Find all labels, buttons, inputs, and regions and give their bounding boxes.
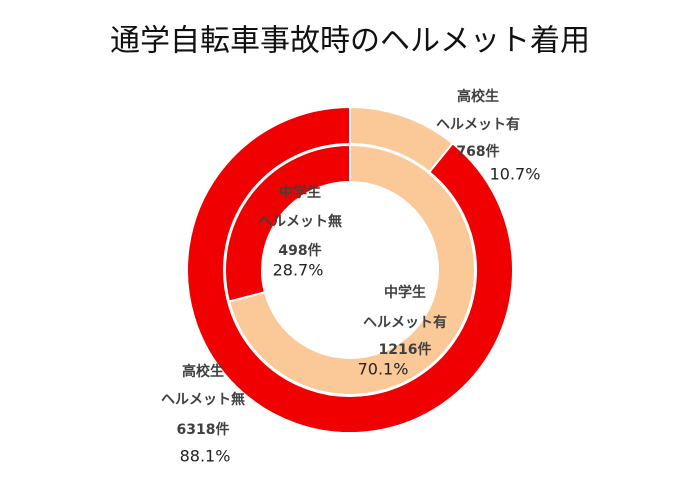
donut-slice xyxy=(224,143,351,303)
slice-group: 中学生 xyxy=(279,184,321,201)
slice-count: 498件 xyxy=(278,242,321,259)
slice-count: 768件 xyxy=(456,143,499,160)
slice-category: ヘルメット無 xyxy=(258,213,342,230)
slice-category: ヘルメット無 xyxy=(161,391,245,408)
slice-group: 高校生 xyxy=(182,363,224,380)
slice-count: 1216件 xyxy=(379,341,432,358)
donut-slice xyxy=(227,143,476,396)
slice-share: 70.1% xyxy=(358,360,409,379)
slice-category: ヘルメット有 xyxy=(436,116,520,133)
chart-title: 通学自転車事故時のヘルメット着用 xyxy=(110,24,590,59)
slice-category: ヘルメット有 xyxy=(363,314,447,331)
slice-share: 88.1% xyxy=(180,447,231,466)
slice-group: 高校生 xyxy=(457,88,499,105)
slice-group: 中学生 xyxy=(384,284,426,301)
slice-share: 28.7% xyxy=(273,261,324,280)
slice-share: 10.7% xyxy=(490,165,541,184)
slice-count: 6318件 xyxy=(177,421,230,438)
